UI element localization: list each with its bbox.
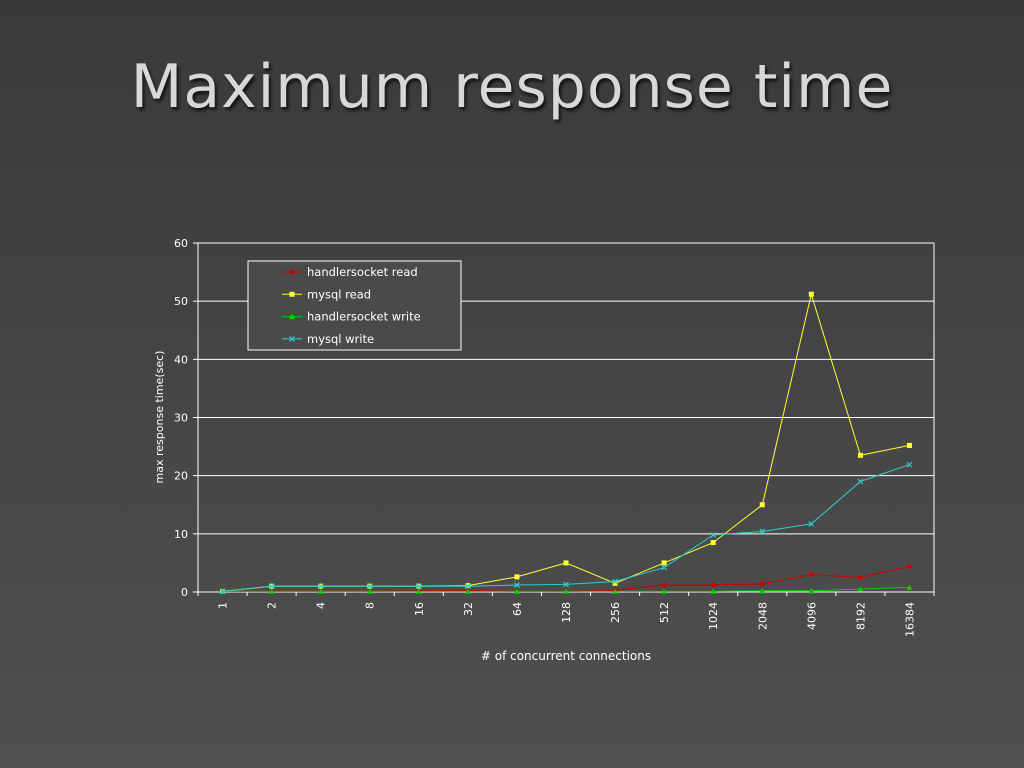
- legend-marker-handlersocket-read: [289, 269, 295, 275]
- data-point-handlersocket-read: [661, 582, 668, 589]
- data-point-mysql-read: [759, 502, 765, 508]
- x-tick-label: 1: [217, 602, 230, 609]
- data-point-mysql-write: [219, 588, 226, 595]
- data-point-mysql-write: [808, 521, 815, 527]
- data-point-mysql-read: [563, 560, 569, 566]
- x-tick-label: 1024: [707, 602, 720, 630]
- legend-marker-mysql-write: [289, 335, 295, 342]
- data-point-handlersocket-read: [710, 582, 717, 589]
- data-point-handlersocket-write: [268, 588, 275, 594]
- slide-title: Maximum response time: [130, 52, 894, 122]
- data-point-handlersocket-write: [415, 588, 422, 594]
- data-point-handlersocket-write: [710, 588, 717, 594]
- x-tick-label: 4: [315, 602, 328, 609]
- legend: handlersocket read mysql read handlersocke…: [247, 260, 462, 351]
- data-point-handlersocket-write: [464, 588, 471, 594]
- data-point-mysql-read: [906, 442, 912, 448]
- data-point-mysql-write: [759, 528, 766, 535]
- legend-box: [247, 260, 462, 351]
- x-tick-label: 256: [609, 602, 622, 623]
- legend-marker-mysql-read: [289, 291, 295, 297]
- data-point-handlersocket-write: [612, 588, 619, 594]
- data-point-mysql-write: [514, 582, 520, 588]
- y-axis-title: max response time(sec): [153, 351, 166, 484]
- data-point-mysql-read: [710, 540, 716, 546]
- data-point-handlersocket-read: [857, 574, 864, 581]
- y-tick-label: 0: [181, 586, 188, 599]
- data-point-mysql-write: [317, 583, 324, 590]
- x-tick-label: 512: [658, 602, 671, 623]
- y-tick-label: 40: [174, 353, 188, 366]
- data-point-handlersocket-write: [563, 588, 569, 594]
- y-tick-label: 30: [174, 412, 188, 425]
- x-tick-label: 16384: [903, 602, 916, 637]
- data-point-mysql-write: [661, 564, 668, 571]
- legend-label: mysql read: [307, 287, 371, 301]
- series-line-handlersocket-read: [222, 565, 910, 592]
- data-point-handlersocket-write: [513, 588, 520, 594]
- data-point-handlersocket-read: [906, 563, 913, 570]
- x-tick-label: 8: [364, 602, 377, 609]
- data-point-mysql-read: [514, 574, 520, 580]
- data-point-mysql-write: [415, 583, 422, 590]
- y-axis-ticks: 0 10 20 30 40 50 60: [174, 237, 198, 599]
- data-point-mysql-write: [464, 583, 471, 590]
- data-point-mysql-read: [857, 452, 863, 458]
- gridlines: [198, 300, 934, 535]
- data-point-handlersocket-write: [857, 586, 864, 592]
- data-point-mysql-write: [268, 583, 275, 590]
- data-point-handlersocket-write: [661, 588, 668, 594]
- data-point-handlersocket-write: [759, 587, 766, 594]
- data-point-mysql-write: [563, 581, 569, 588]
- data-point-handlersocket-read: [808, 571, 815, 578]
- data-point-handlersocket-write: [906, 584, 913, 590]
- y-tick-label: 10: [174, 528, 188, 541]
- y-tick-label: 60: [174, 237, 188, 250]
- x-tick-label: 8192: [854, 602, 867, 630]
- x-tick-label: 16: [413, 602, 426, 616]
- data-point-mysql-read: [661, 560, 667, 566]
- x-tick-label: 128: [560, 602, 573, 623]
- x-tick-label: 4096: [805, 602, 818, 630]
- data-point-mysql-write: [710, 532, 717, 538]
- x-tick-label: 2048: [756, 602, 769, 630]
- series-handlersocket-write: [219, 584, 913, 594]
- data-point-mysql-write: [906, 461, 913, 468]
- data-point-handlersocket-write: [317, 588, 324, 594]
- x-tick-label: 2: [266, 602, 279, 609]
- data-point-mysql-read: [808, 291, 814, 297]
- data-point-mysql-write: [366, 583, 373, 590]
- data-point-handlersocket-read: [759, 580, 766, 587]
- legend-label: handlersocket write: [307, 310, 421, 324]
- legend-label: mysql write: [307, 332, 374, 346]
- data-point-mysql-write: [612, 578, 618, 585]
- x-axis-title: # of concurrent connections: [481, 649, 651, 663]
- data-point-mysql-write: [857, 478, 864, 485]
- data-point-handlersocket-write: [808, 587, 815, 594]
- series-layer: [219, 291, 913, 595]
- series-mysql-write: [219, 461, 913, 595]
- legend-marker-handlersocket-write: [289, 313, 295, 320]
- x-axis-ticks: 1 2 4 8 16 32 64 128 256 512 1024 2048 4096 8192 16384: [197, 592, 935, 637]
- series-line-mysql-write: [222, 464, 910, 592]
- data-point-handlersocket-write: [366, 588, 373, 594]
- x-tick-label: 32: [462, 602, 475, 616]
- y-tick-label: 50: [174, 295, 188, 308]
- x-tick-label: 64: [511, 602, 524, 616]
- data-point-mysql-read: [612, 580, 618, 586]
- legend-label: handlersocket read: [307, 265, 418, 279]
- y-tick-label: 20: [174, 470, 188, 483]
